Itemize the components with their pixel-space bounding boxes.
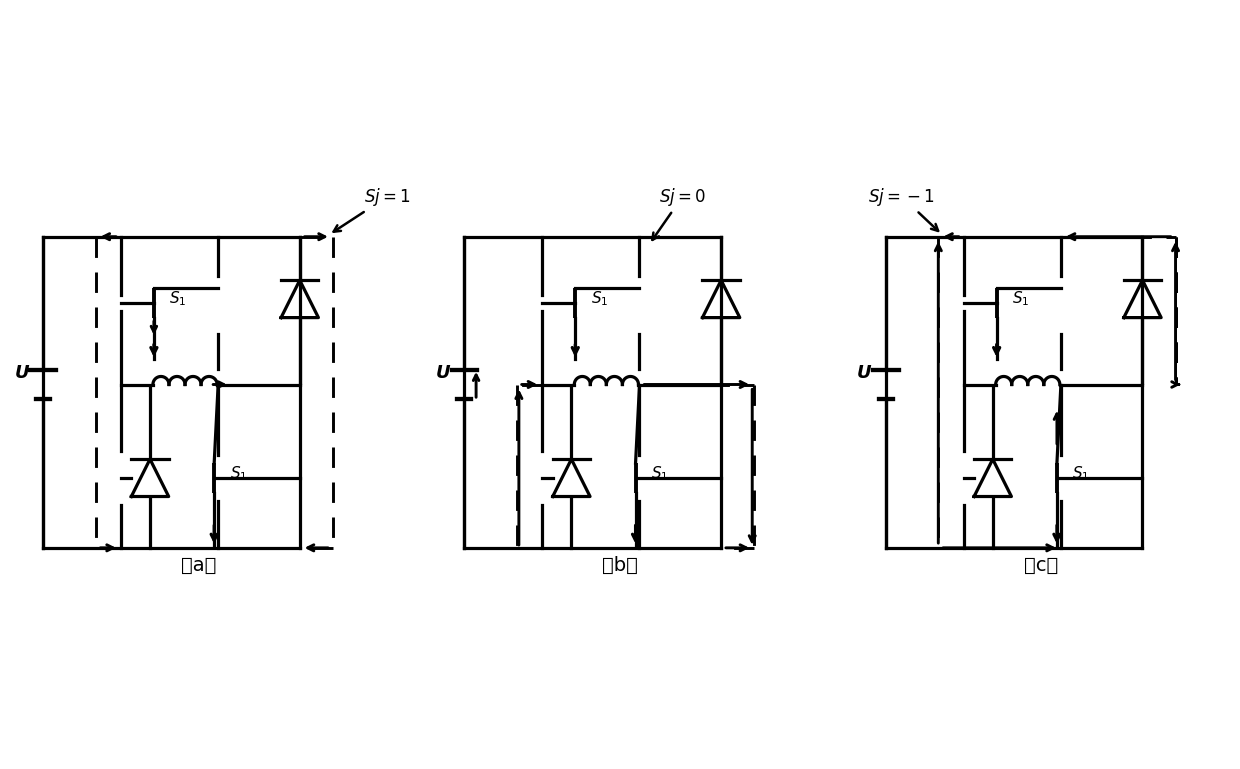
Text: U: U: [857, 364, 872, 382]
Text: $Sj=1$: $Sj=1$: [334, 185, 410, 231]
Text: （b）: （b）: [603, 556, 637, 575]
Text: （c）: （c）: [1024, 556, 1059, 575]
Text: $S_1$: $S_1$: [651, 464, 668, 483]
Text: （a）: （a）: [181, 556, 216, 575]
Text: $S_1$: $S_1$: [229, 464, 247, 483]
Text: $Sj=-1$: $Sj=-1$: [868, 185, 939, 231]
Text: U: U: [435, 364, 450, 382]
Text: U: U: [15, 364, 29, 382]
Text: $S_1$: $S_1$: [170, 290, 187, 308]
Text: $Sj=0$: $Sj=0$: [652, 185, 706, 240]
Text: $S_1$: $S_1$: [1012, 290, 1029, 308]
Text: $S_1$: $S_1$: [1073, 464, 1090, 483]
Text: $S_1$: $S_1$: [590, 290, 609, 308]
